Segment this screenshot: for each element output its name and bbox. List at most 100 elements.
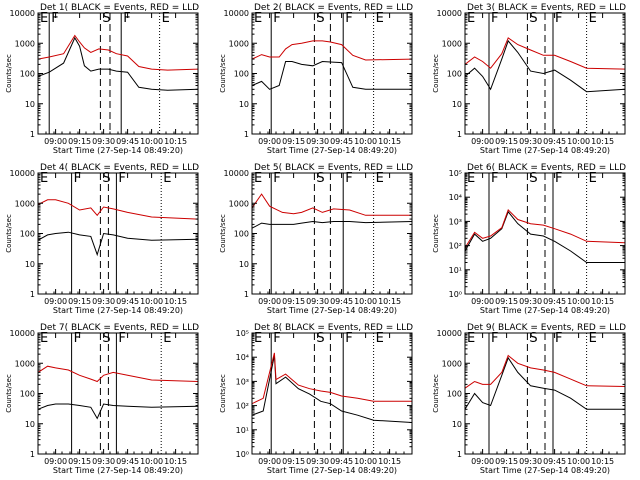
- y-tick-label: 100: [20, 390, 35, 399]
- marker-label: F: [123, 11, 130, 26]
- plot-frame: [251, 332, 413, 455]
- y-tick-label: 10⁵: [449, 169, 462, 178]
- x-axis-label: Start Time (27-Sep-14 08:49:20): [53, 146, 183, 155]
- x-tick-label: 09:30: [92, 297, 115, 306]
- y-axis-label: Counts/sec: [219, 214, 227, 253]
- marker-label: S: [316, 11, 324, 26]
- detector-panel-3: E F S F E 1 10 100 1000 10000 09:00 09:15 09:30 09:45…: [432, 3, 626, 155]
- y-tick-label: 10⁰: [236, 450, 249, 459]
- y-tick-label: 1: [457, 130, 462, 139]
- x-tick-label: 10:15: [591, 137, 614, 146]
- marker-label: S: [529, 171, 537, 186]
- y-tick-label: 10⁰: [449, 290, 462, 299]
- x-tick-label: 09:15: [282, 137, 305, 146]
- x-tick-label: 09:15: [495, 297, 518, 306]
- x-tick-label: 10:15: [378, 297, 401, 306]
- marker-label: F: [273, 11, 280, 26]
- x-tick-label: 09:45: [116, 137, 139, 146]
- marker-label: S: [102, 11, 110, 26]
- series-lld-line: [464, 354, 626, 389]
- marker-label: E: [40, 11, 48, 26]
- x-tick-label: 10:00: [140, 297, 163, 306]
- y-axis-label: Counts/sec: [432, 54, 440, 93]
- y-tick-label: 1000: [229, 199, 249, 208]
- x-tick-label: 10:15: [378, 457, 401, 466]
- x-tick-label: 10:15: [164, 457, 187, 466]
- y-tick-label: 1000: [15, 359, 35, 368]
- marker-label: E: [376, 171, 384, 186]
- panel-title: Det 1( BLACK = Events, RED = LLD: [40, 3, 199, 13]
- y-axis-label: Counts/sec: [219, 374, 227, 413]
- y-tick-label: 100: [447, 390, 462, 399]
- x-tick-label: 09:45: [543, 137, 566, 146]
- x-tick-label: 09:30: [519, 457, 542, 466]
- panel-title: Det 7( BLACK = Events, RED = LLD: [40, 323, 199, 333]
- x-tick-label: 10:00: [567, 457, 590, 466]
- x-tick-label: 09:30: [519, 137, 542, 146]
- x-tick-label: 09:45: [116, 457, 139, 466]
- y-tick-label: 1000: [15, 39, 35, 48]
- series-events-line: [37, 36, 199, 91]
- series-lld-line: [37, 365, 199, 383]
- series-lld-line: [37, 199, 199, 220]
- marker-label: F: [118, 331, 125, 346]
- x-tick-label: 09:45: [330, 297, 353, 306]
- x-tick-label: 09:30: [306, 297, 329, 306]
- x-tick-label: 09:00: [258, 457, 281, 466]
- y-tick-label: 1: [244, 130, 249, 139]
- y-tick-label: 10: [452, 420, 462, 429]
- series-events-line: [251, 220, 413, 229]
- x-tick-label: 09:45: [543, 297, 566, 306]
- x-axis-label: Start Time (27-Sep-14 08:49:20): [480, 306, 610, 315]
- marker-label: E: [589, 11, 597, 26]
- y-tick-label: 10: [239, 260, 249, 269]
- plot-frame: [37, 172, 199, 295]
- x-tick-label: 10:15: [378, 137, 401, 146]
- y-tick-label: 100: [234, 70, 249, 79]
- x-tick-label: 09:00: [44, 457, 67, 466]
- x-tick-label: 10:00: [354, 137, 377, 146]
- marker-label: F: [491, 11, 498, 26]
- y-tick-label: 1000: [15, 199, 35, 208]
- x-tick-label: 09:15: [495, 457, 518, 466]
- marker-label: F: [74, 331, 81, 346]
- marker-label: E: [467, 171, 475, 186]
- plot-frame: [251, 12, 413, 135]
- x-tick-label: 09:15: [282, 457, 305, 466]
- x-axis-label: Start Time (27-Sep-14 08:49:20): [267, 466, 397, 475]
- x-axis-label: Start Time (27-Sep-14 08:49:20): [267, 306, 397, 315]
- panel-title: Det 3( BLACK = Events, RED = LLD: [467, 3, 626, 13]
- y-tick-label: 100: [20, 70, 35, 79]
- x-tick-label: 09:30: [306, 457, 329, 466]
- y-tick-label: 1000: [229, 39, 249, 48]
- x-tick-label: 09:15: [282, 297, 305, 306]
- marker-label: S: [102, 331, 110, 346]
- series-events-line: [251, 355, 413, 423]
- panel-title: Det 8( BLACK = Events, RED = LLD: [254, 323, 413, 333]
- y-tick-label: 10¹: [236, 426, 249, 435]
- y-tick-label: 10: [25, 260, 35, 269]
- y-tick-label: 1: [30, 450, 35, 459]
- series-events-line: [464, 356, 625, 410]
- marker-label: F: [491, 331, 498, 346]
- x-tick-label: 10:00: [567, 137, 590, 146]
- y-axis-label: Counts/sec: [432, 374, 440, 413]
- marker-label: E: [376, 331, 384, 346]
- marker-label: F: [555, 171, 562, 186]
- x-tick-label: 09:15: [495, 137, 518, 146]
- marker-label: E: [589, 331, 597, 346]
- x-tick-label: 09:45: [330, 457, 353, 466]
- marker-label: F: [345, 171, 352, 186]
- marker-label: F: [345, 331, 352, 346]
- marker-label: S: [529, 11, 537, 26]
- y-tick-label: 100: [447, 70, 462, 79]
- x-axis-label: Start Time (27-Sep-14 08:49:20): [480, 466, 610, 475]
- x-axis-label: Start Time (27-Sep-14 08:49:20): [53, 466, 183, 475]
- series-events-line: [464, 39, 626, 93]
- panel-title: Det 6( BLACK = Events, RED = LLD: [467, 163, 626, 173]
- marker-label: F: [491, 171, 498, 186]
- x-tick-label: 09:45: [116, 297, 139, 306]
- y-axis-label: Counts/sec: [432, 214, 440, 253]
